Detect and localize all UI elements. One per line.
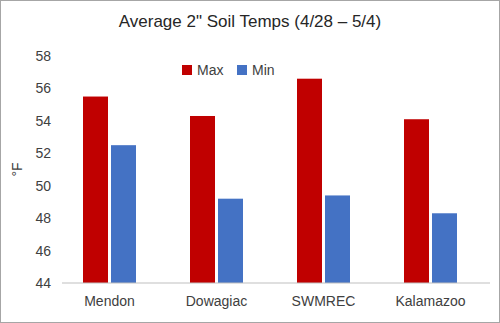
y-tick-label: 44 <box>35 275 51 291</box>
y-tick-label: 50 <box>35 178 51 194</box>
x-tick-label: SWMREC <box>292 293 356 309</box>
bar <box>325 195 350 283</box>
bar <box>432 213 457 283</box>
legend-swatch <box>182 65 192 75</box>
tick-mark <box>58 283 62 284</box>
y-tick-label: 54 <box>35 113 51 129</box>
tick-mark <box>58 120 62 121</box>
x-tick-label: Dowagiac <box>186 293 247 309</box>
bar <box>218 199 243 283</box>
bars <box>83 79 457 283</box>
y-tick-label: 48 <box>35 210 51 226</box>
tick-mark <box>58 185 62 186</box>
y-tick-label: 56 <box>35 80 51 96</box>
legend-label: Max <box>197 62 223 78</box>
y-tick-label: 46 <box>35 243 51 259</box>
bar <box>404 119 429 283</box>
x-axis-line <box>62 283 490 284</box>
y-tick-label: 52 <box>35 145 51 161</box>
x-tick-label: Kalamazoo <box>395 293 465 309</box>
x-tick-label: Mendon <box>84 293 135 309</box>
bar <box>111 145 136 283</box>
legend-swatch <box>237 65 247 75</box>
tick-mark <box>58 153 62 154</box>
legend: Max Min <box>182 62 275 78</box>
bar <box>297 79 322 283</box>
tick-mark <box>58 56 62 57</box>
chart: Average 2" Soil Temps (4/28 – 5/4) °F 44 46… <box>0 0 500 323</box>
y-axis-label: °F <box>9 162 25 176</box>
tick-mark <box>58 250 62 251</box>
bar <box>190 116 215 283</box>
bar <box>83 97 108 283</box>
tick-mark <box>58 88 62 89</box>
y-tick-label: 58 <box>35 48 51 64</box>
frame <box>1 1 500 323</box>
tick-mark <box>58 218 62 219</box>
title: Average 2" Soil Temps (4/28 – 5/4) <box>119 12 381 31</box>
legend-label: Min <box>252 62 275 78</box>
